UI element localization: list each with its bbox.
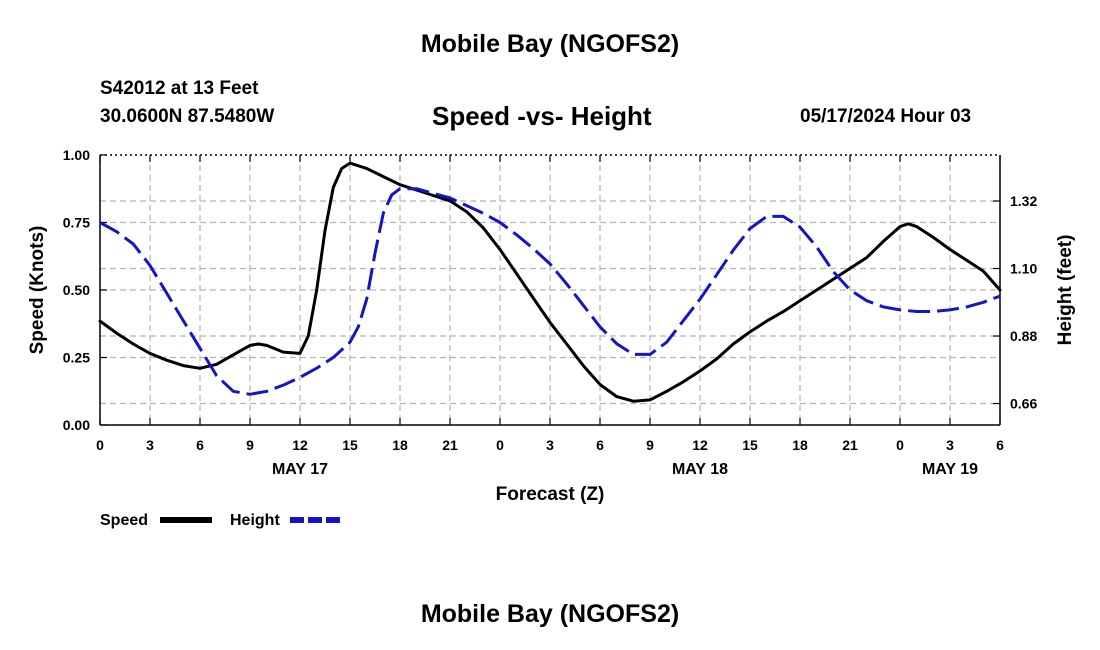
x-tick-label: 15 (742, 437, 758, 453)
y-left-tick-label: 0.75 (63, 215, 90, 231)
legend-label-height: Height (230, 512, 280, 529)
series-line-speed (98, 161, 1002, 403)
station-label: S42012 at 13 Feet (100, 78, 259, 99)
series-line-height (99, 187, 1001, 396)
legend-label-speed: Speed (100, 512, 148, 529)
x-tick-label: 21 (842, 437, 858, 453)
y-left-tick-label: 0.50 (63, 282, 90, 298)
chart-title: Speed -vs- Height (432, 101, 652, 131)
x-tick-label: 18 (792, 437, 808, 453)
x-tick-label: 12 (692, 437, 708, 453)
x-tick-label: 6 (196, 437, 204, 453)
grid-lines (100, 155, 1000, 425)
y-right-tick-label: 1.32 (1010, 193, 1037, 209)
y-left-tick-label: 0.00 (63, 417, 90, 433)
tick-labels: 0 3 6 9 12 15 18 21 0 3 6 9 12 15 18 21 0 3 6 MAY 17 MAY 18 M… (63, 147, 1038, 478)
day-label: MAY 18 (672, 461, 728, 478)
x-tick-label: 9 (246, 437, 254, 453)
x-tick-label: 6 (996, 437, 1004, 453)
x-axis-title: Forecast (Z) (496, 484, 605, 505)
footer-title: Mobile Bay (NGOFS2) (420, 600, 680, 628)
x-tick-label: 15 (342, 437, 358, 453)
x-tick-label: 0 (896, 437, 904, 453)
x-tick-label: 21 (442, 437, 458, 453)
x-tick-label: 3 (946, 437, 954, 453)
x-tick-label: 6 (596, 437, 604, 453)
x-tick-label: 9 (646, 437, 654, 453)
y-left-tick-label: 1.00 (63, 147, 90, 163)
series-lines (98, 161, 1002, 403)
page-title: Mobile Bay (NGOFS2) (420, 30, 680, 58)
x-tick-label: 3 (146, 437, 154, 453)
x-tick-label: 3 (546, 437, 554, 453)
coordinates-label: 30.0600N 87.5480W (100, 106, 275, 127)
day-label: MAY 19 (922, 461, 978, 478)
y-right-tick-label: 1.10 (1010, 261, 1037, 277)
forecast-date-label: 05/17/2024 Hour 03 (800, 106, 972, 127)
x-tick-label: 0 (496, 437, 504, 453)
x-tick-label: 0 (96, 437, 104, 453)
y-axis-left-title: Speed (Knots) (27, 226, 48, 355)
y-left-tick-label: 0.25 (63, 350, 90, 366)
y-right-tick-label: 0.66 (1010, 396, 1037, 412)
day-label: MAY 17 (272, 461, 328, 478)
x-tick-label: 12 (292, 437, 308, 453)
y-right-tick-label: 0.88 (1010, 328, 1037, 344)
legend: Speed Height (100, 512, 342, 529)
x-tick-label: 18 (392, 437, 408, 453)
y-axis-right-title: Height (feet) (1055, 235, 1076, 346)
